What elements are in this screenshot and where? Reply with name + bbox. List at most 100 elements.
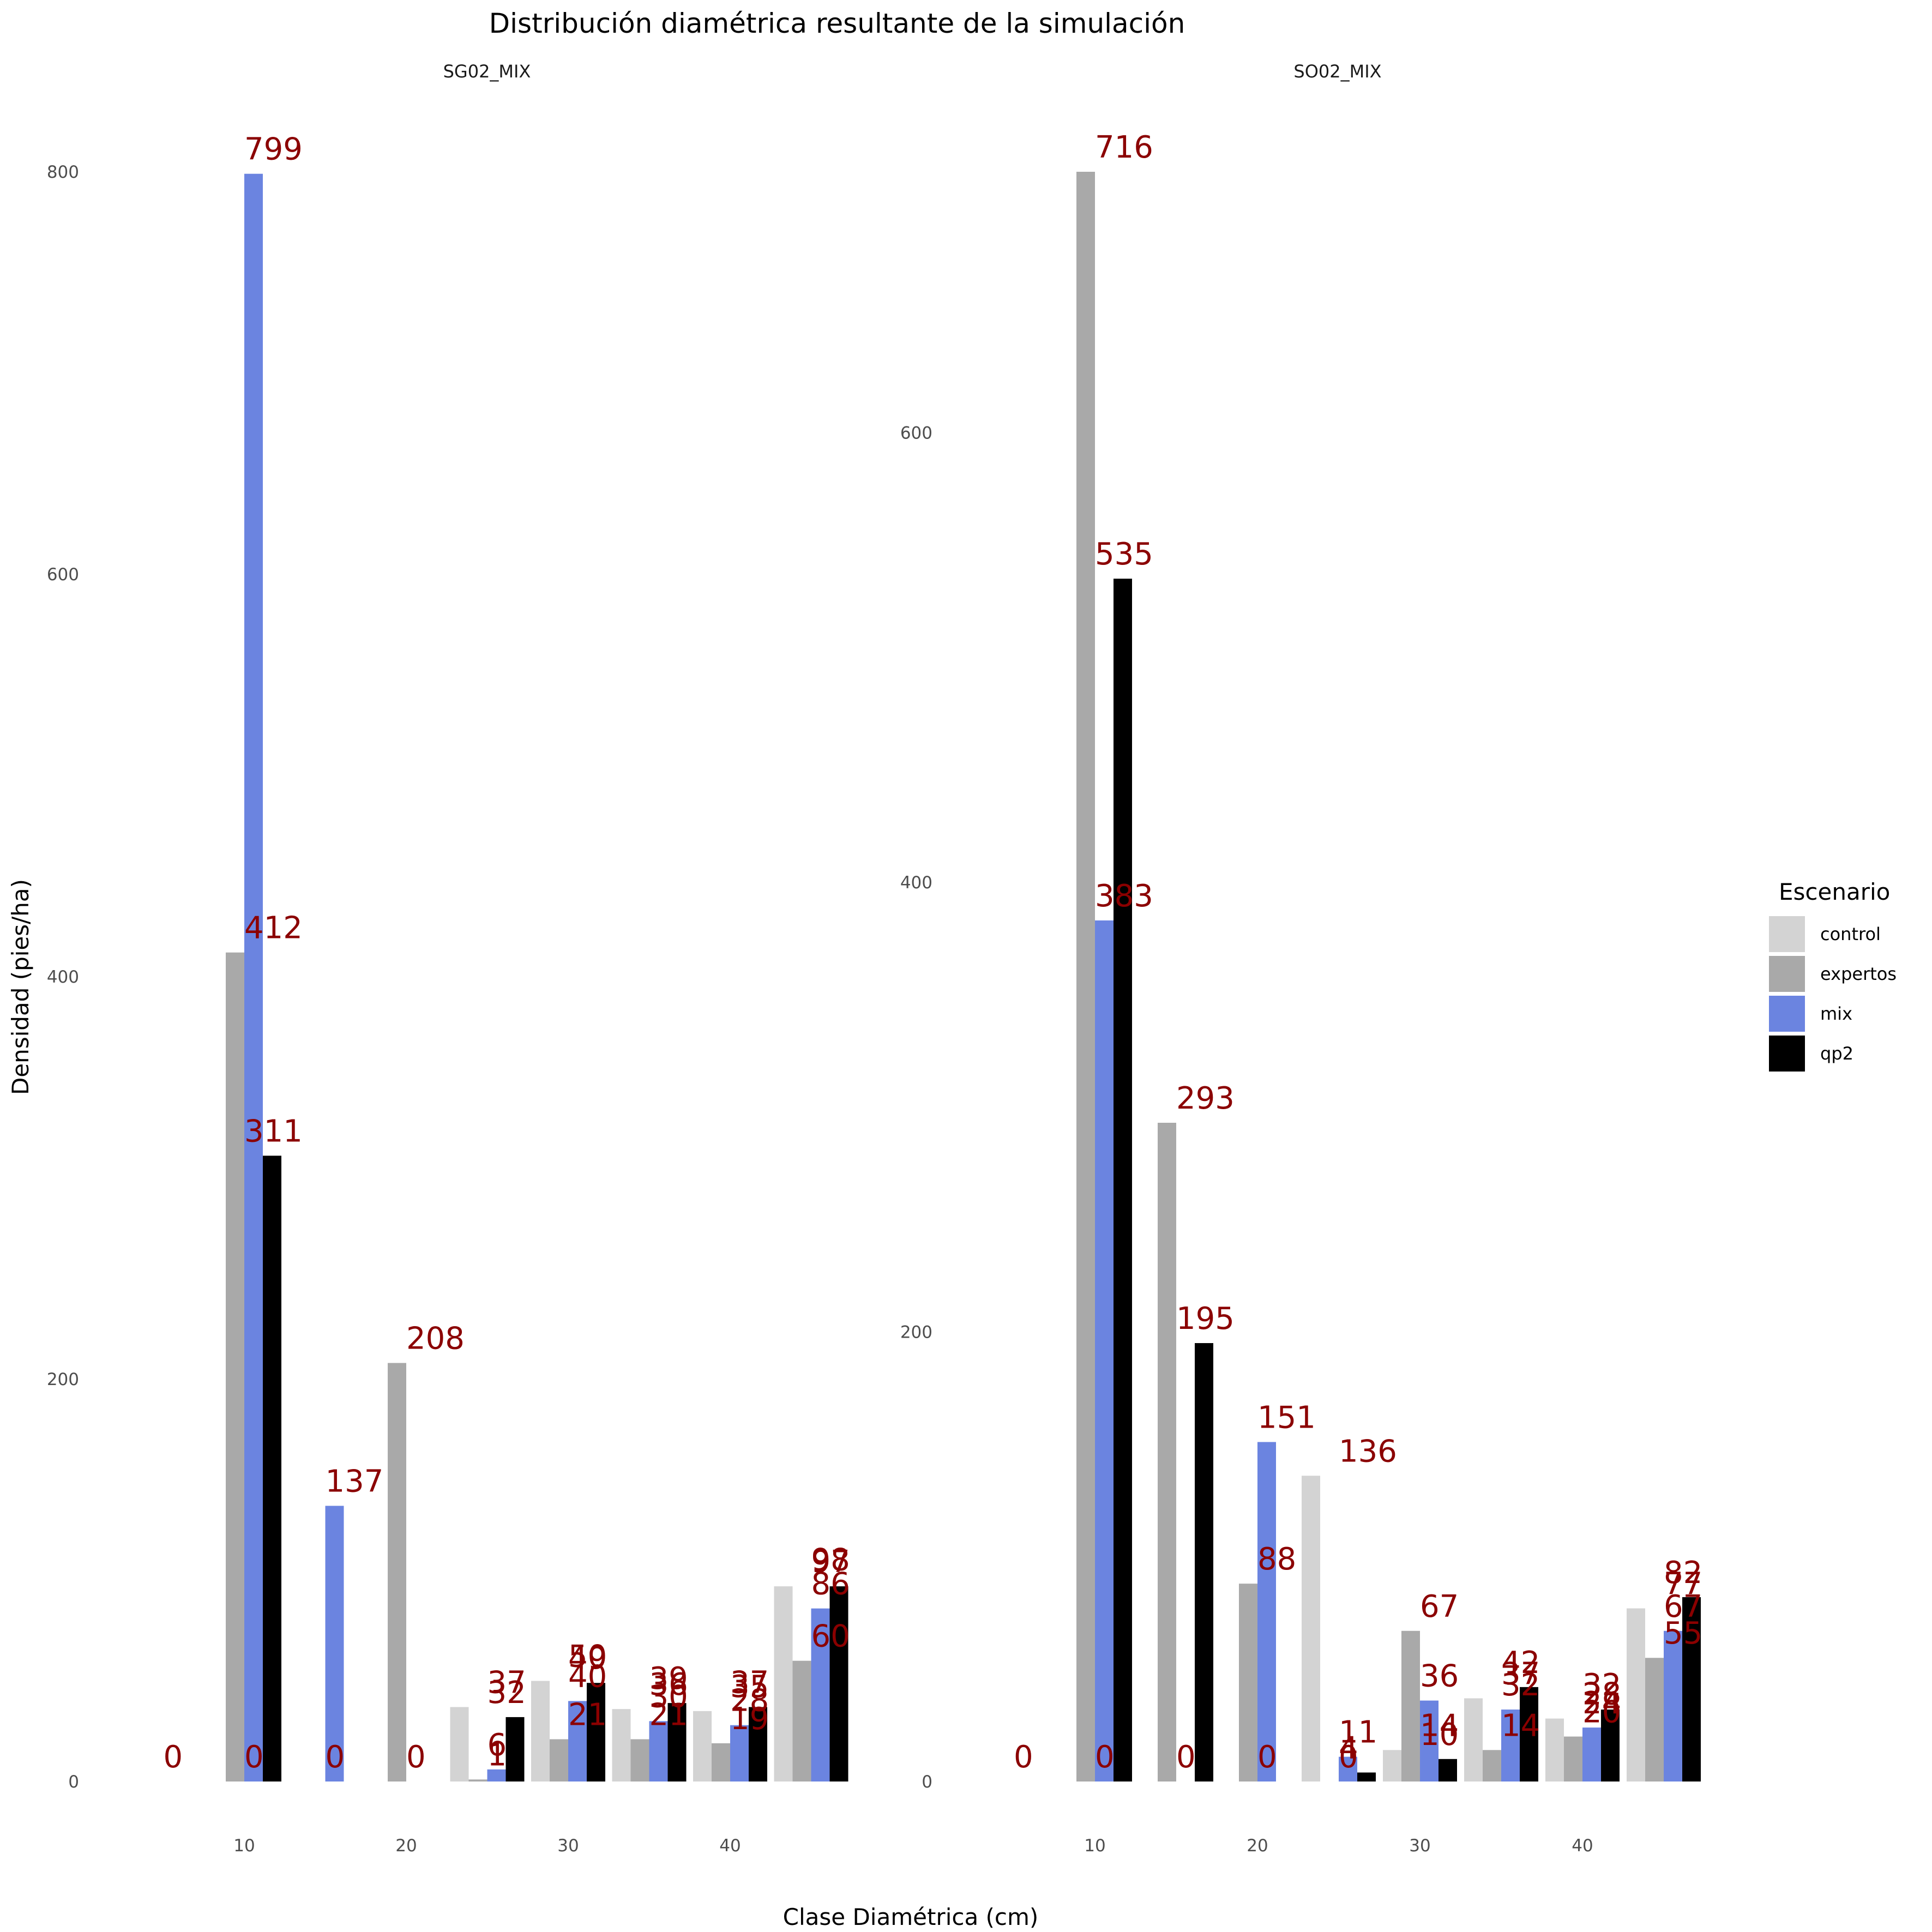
chart-title: Distribución diamétrica resultante de la… (489, 8, 1185, 39)
legend-label-mix: mix (1820, 1003, 1852, 1024)
bar-expertos (388, 1363, 406, 1781)
data-label: 10 (1420, 1717, 1459, 1753)
data-label: 535 (1095, 537, 1153, 572)
bar-control (1627, 1608, 1645, 1781)
data-label: 151 (1257, 1400, 1316, 1435)
data-label: 40 (568, 1659, 607, 1694)
bar-qp2 (1682, 1597, 1701, 1781)
bar-qp2 (829, 1586, 848, 1781)
bar-control (774, 1586, 793, 1781)
bar-control (1383, 1750, 1401, 1781)
legend-label-control: control (1820, 924, 1881, 944)
data-label: 50 (568, 1639, 607, 1675)
x-tick-label: 40 (719, 1836, 741, 1856)
x-tick-label: 10 (1084, 1836, 1105, 1856)
data-label: 0 (406, 1740, 426, 1775)
data-label: 32 (1582, 1668, 1621, 1703)
x-tick-label: 40 (1572, 1836, 1593, 1856)
bar-mix (1664, 1630, 1682, 1781)
data-label: 0 (1095, 1740, 1115, 1775)
data-label: 21 (649, 1698, 688, 1733)
bar-mix (244, 173, 263, 1782)
bar-mix (325, 1506, 344, 1781)
data-label: 0 (1176, 1740, 1196, 1775)
bar-control (450, 1707, 469, 1781)
data-label: 86 (811, 1567, 850, 1602)
y-tick-label: 0 (922, 1772, 932, 1792)
data-label: 67 (1420, 1589, 1459, 1624)
data-label: 311 (244, 1114, 303, 1149)
data-label: 6 (487, 1728, 507, 1763)
data-label: 0 (1339, 1740, 1358, 1775)
bar-expertos (712, 1743, 730, 1781)
bar-expertos (468, 1779, 487, 1781)
x-axis-title: Clase Diamétrica (cm) (783, 1904, 1039, 1930)
data-label: 0 (1014, 1740, 1033, 1775)
bar-control (693, 1711, 712, 1781)
legend: Escenario control expertos mix qp2 (1769, 878, 1897, 1072)
data-label: 88 (1257, 1542, 1296, 1577)
x-tick-label: 20 (1247, 1836, 1268, 1856)
bar-control (1464, 1698, 1483, 1781)
data-label: 412 (244, 911, 303, 946)
data-label: 19 (730, 1701, 769, 1737)
bar-qp2 (1357, 1772, 1376, 1781)
data-label: 77 (1664, 1567, 1702, 1602)
data-label: 21 (568, 1698, 607, 1733)
data-label: 799 (244, 132, 303, 167)
bar-mix (1582, 1728, 1601, 1781)
bar-expertos (1645, 1658, 1664, 1781)
x-tick-label: 30 (1409, 1836, 1430, 1856)
data-label: 36 (1420, 1659, 1459, 1694)
bar-qp2 (1195, 1343, 1213, 1781)
bar-mix (649, 1721, 668, 1781)
bar-qp2 (749, 1707, 767, 1781)
bar-expertos (1564, 1736, 1582, 1781)
bar-control (1302, 1476, 1320, 1781)
bar-expertos (1401, 1630, 1420, 1781)
bar-mix (1339, 1756, 1357, 1781)
data-label: 39 (649, 1661, 688, 1696)
bar-mix (487, 1769, 506, 1781)
data-label: 98 (811, 1542, 850, 1578)
bar-qp2 (505, 1717, 525, 1781)
legend-label-expertos: expertos (1820, 964, 1897, 984)
y-tick-label: 400 (900, 873, 932, 893)
bar-expertos (1483, 1750, 1501, 1781)
bar-mix (1420, 1700, 1439, 1781)
data-label: 60 (811, 1619, 850, 1654)
data-label: 67 (1664, 1589, 1702, 1624)
bar-qp2 (1520, 1687, 1538, 1781)
bar-expertos (550, 1739, 568, 1781)
data-label: 0 (1257, 1740, 1277, 1775)
panel-strip-title: SG02_MIX (443, 61, 531, 82)
bar-qp2 (1601, 1710, 1620, 1781)
legend-key-qp2 (1769, 1036, 1805, 1072)
bar-control (531, 1681, 550, 1781)
legend-key-mix (1769, 996, 1805, 1032)
data-label: 1 (487, 1737, 507, 1773)
y-tick-label: 200 (47, 1370, 79, 1389)
data-label: 42 (1501, 1645, 1540, 1681)
bar-qp2 (263, 1155, 281, 1781)
bar-qp2 (587, 1683, 605, 1781)
y-tick-label: 0 (68, 1772, 79, 1792)
y-tick-label: 600 (47, 565, 79, 585)
bar-mix (1095, 920, 1114, 1781)
bar-mix (730, 1725, 749, 1781)
bar-expertos (792, 1660, 811, 1781)
data-label: 136 (1339, 1434, 1397, 1469)
data-label: 37 (1501, 1656, 1540, 1692)
x-tick-label: 10 (233, 1836, 255, 1856)
bar-qp2 (667, 1703, 687, 1781)
bar-mix (568, 1701, 587, 1781)
data-label: 11 (1339, 1715, 1377, 1750)
legend-title: Escenario (1779, 878, 1890, 905)
bar-mix (1501, 1710, 1520, 1781)
data-label: 28 (730, 1683, 769, 1719)
data-label: 35 (730, 1669, 769, 1705)
data-label: 37 (487, 1665, 526, 1700)
data-label: 0 (164, 1740, 183, 1775)
